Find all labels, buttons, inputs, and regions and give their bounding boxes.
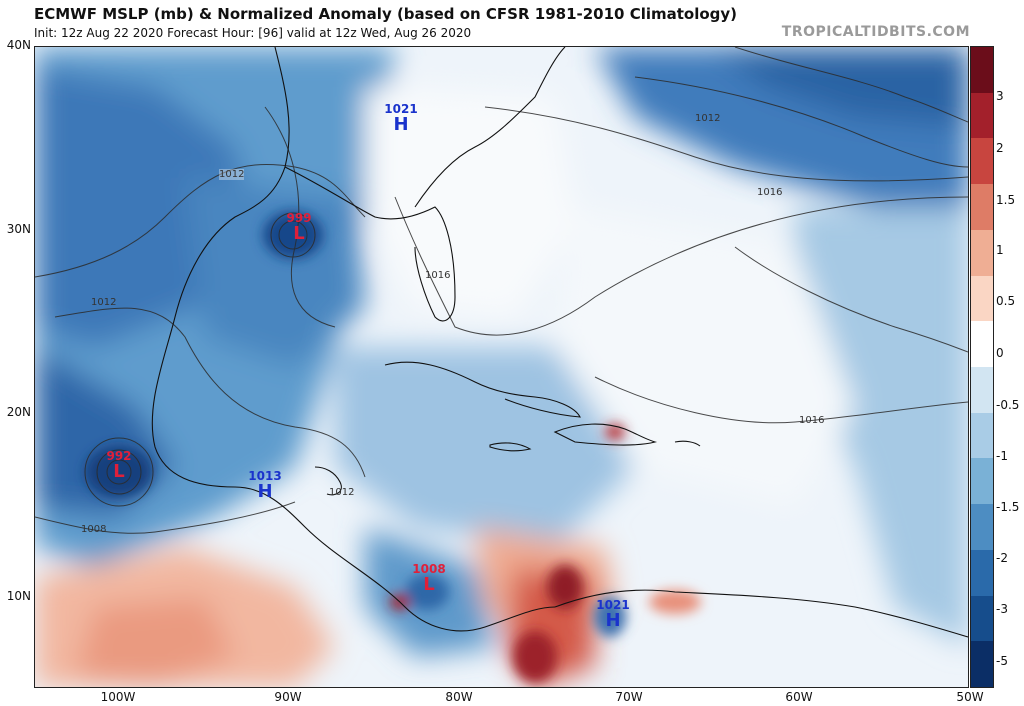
map-panel: 1021 H 999 L 992 L 1013 H 1008 L 1021 H …	[34, 46, 969, 688]
colorbar-swatch	[971, 229, 993, 276]
colorbar-swatch	[971, 458, 993, 505]
high-pressure-center-venezuela: 1021 H	[593, 599, 633, 630]
map-title: ECMWF MSLP (mb) & Normalized Anomaly (ba…	[34, 5, 738, 23]
high-pressure-center-guatemala: 1013 H	[245, 470, 285, 501]
isobar-label: 1012	[219, 169, 245, 180]
forecast-info: Init: 12z Aug 22 2020 Forecast Hour: [96…	[34, 26, 472, 40]
pressure-letter: H	[605, 610, 621, 631]
lon-label-60w: 60W	[785, 690, 813, 704]
pressure-value: 1013	[248, 469, 282, 483]
isobar-label: 1016	[757, 187, 783, 198]
lat-label-20n: 20N	[6, 405, 31, 419]
colorbar-swatch	[971, 641, 993, 688]
colorbar-swatch	[971, 549, 993, 596]
isobar-label: 1012	[91, 297, 117, 308]
colorbar-label: -0.5	[996, 398, 1020, 412]
colorbar-swatch	[971, 321, 993, 368]
pressure-value: 992	[106, 449, 132, 463]
colorbar-swatch	[971, 184, 993, 230]
lon-label-50w: 50W	[956, 690, 984, 704]
colorbar-swatch	[971, 138, 993, 185]
colorbar-label: -1	[996, 449, 1008, 463]
colorbar-label: -5	[996, 654, 1008, 668]
anomaly-field	[35, 47, 968, 687]
isobar-label: 1016	[425, 270, 451, 281]
pressure-value: 1021	[596, 598, 630, 612]
colorbar-swatch	[971, 47, 993, 93]
colorbar-label: 1.5	[996, 193, 1016, 207]
colorbar-swatch	[971, 275, 993, 322]
lat-label-30n: 30N	[6, 222, 31, 236]
site-watermark: TROPICALTIDBITS.COM	[781, 24, 970, 40]
colorbar-label: -3	[996, 602, 1008, 616]
colorbar-swatch	[971, 92, 993, 139]
high-pressure-center-east: 1021 H	[381, 103, 421, 134]
lon-label-70w: 70W	[615, 690, 643, 704]
colorbar-label: 3	[996, 89, 1004, 103]
isobar-label: 1008	[81, 524, 107, 535]
lon-label-80w: 80W	[445, 690, 473, 704]
pressure-letter: H	[393, 114, 409, 135]
pressure-value: 999	[286, 211, 312, 225]
colorbar-swatch	[971, 367, 993, 413]
isobar-label: 1016	[799, 415, 825, 426]
anomaly-colorbar	[970, 46, 994, 688]
lat-label-10n: 10N	[6, 589, 31, 603]
pressure-letter: L	[293, 223, 305, 244]
colorbar-label: 0.5	[996, 294, 1016, 308]
colorbar-label: 1	[996, 243, 1004, 257]
pressure-value: 1008	[412, 562, 446, 576]
colorbar-label: 2	[996, 141, 1004, 155]
isobar-label: 1012	[329, 487, 355, 498]
pressure-value: 1021	[384, 102, 418, 116]
pressure-letter: L	[423, 574, 435, 595]
lat-label-40n: 40N	[6, 38, 31, 52]
colorbar-label: -2	[996, 551, 1008, 565]
pressure-letter: H	[257, 481, 273, 502]
colorbar-label: 0	[996, 346, 1004, 360]
isobar-label: 1012	[695, 113, 721, 124]
colorbar-swatch	[971, 504, 993, 550]
lon-label-100w: 100W	[100, 690, 136, 704]
colorbar-swatch	[971, 595, 993, 642]
lon-label-90w: 90W	[274, 690, 302, 704]
low-pressure-center-pacific: 992 L	[99, 450, 139, 481]
pressure-letter: L	[113, 461, 125, 482]
colorbar-label: -1.5	[996, 500, 1020, 514]
low-pressure-center-caribbean: 1008 L	[407, 563, 451, 594]
low-pressure-center-gulf: 999 L	[279, 212, 319, 243]
colorbar-swatch	[971, 412, 993, 459]
